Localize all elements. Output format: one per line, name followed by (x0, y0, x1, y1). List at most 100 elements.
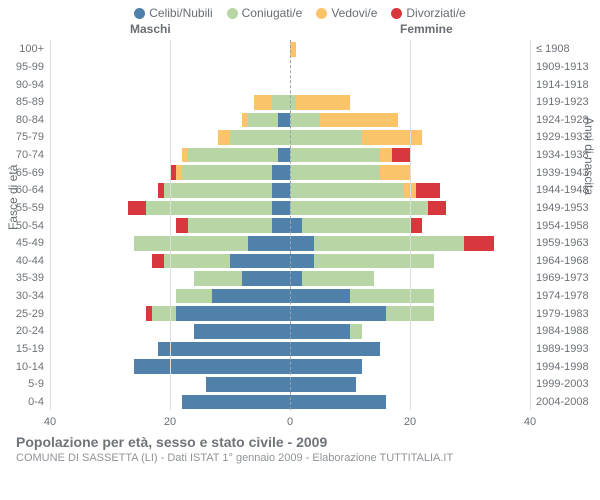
age-label: 35-39 (16, 272, 50, 284)
legend-label: Celibi/Nubili (149, 6, 212, 20)
bar-segment (290, 218, 302, 233)
birth-year-label: 1999-2003 (530, 378, 589, 390)
bar-segment (272, 165, 290, 180)
birth-year-label: 1969-1973 (530, 272, 589, 284)
legend-item: Coniugati/e (227, 6, 303, 20)
bar-segment (272, 201, 290, 216)
bar-segment (212, 289, 290, 304)
bar-segment (158, 342, 290, 357)
age-label: 55-59 (16, 202, 50, 214)
header-male: Maschi (130, 22, 171, 36)
bar-segment (410, 218, 422, 233)
age-label: 10-14 (16, 361, 50, 373)
birth-year-label: 1974-1978 (530, 290, 589, 302)
bar-segment (146, 201, 272, 216)
birth-year-label: 1924-1928 (530, 114, 589, 126)
bar-segment (182, 165, 272, 180)
bar-segment (248, 236, 290, 251)
birth-year-label: ≤ 1908 (530, 43, 570, 55)
bar-segment (272, 183, 290, 198)
bar-segment (296, 95, 350, 110)
bar-segment (182, 148, 188, 163)
birth-year-label: 1994-1998 (530, 361, 589, 373)
age-label: 5-9 (28, 378, 50, 390)
bar-segment (242, 113, 248, 128)
age-label: 85-89 (16, 96, 50, 108)
bar-segment (194, 271, 242, 286)
age-label: 25-29 (16, 308, 50, 320)
bar-segment (278, 148, 290, 163)
grid-line (530, 40, 531, 410)
bar-segment (416, 183, 440, 198)
age-label: 0-4 (28, 396, 50, 408)
age-label: 40-44 (16, 255, 50, 267)
birth-year-label: 1934-1938 (530, 149, 589, 161)
bar-segment (254, 95, 272, 110)
legend-swatch (227, 8, 238, 19)
bar-segment (134, 236, 248, 251)
x-tick-label: 20 (164, 416, 176, 428)
bar-segment (272, 95, 290, 110)
bar-segment (428, 201, 446, 216)
age-label: 80-84 (16, 114, 50, 126)
grid-line (410, 40, 411, 410)
legend-item: Vedovi/e (316, 6, 377, 20)
bar-segment (152, 306, 176, 321)
bar-segment (176, 306, 290, 321)
bar-segment (146, 306, 152, 321)
bar-segment (176, 289, 212, 304)
bar-segment (362, 130, 422, 145)
x-tick-label: 40 (44, 416, 56, 428)
bar-segment (176, 218, 188, 233)
bar-segment (128, 201, 146, 216)
bar-segment (314, 254, 434, 269)
bar-segment (302, 218, 410, 233)
birth-year-label: 2004-2008 (530, 396, 589, 408)
age-label: 90-94 (16, 79, 50, 91)
footer: Popolazione per età, sesso e stato civil… (0, 428, 600, 464)
bar-segment (158, 183, 164, 198)
bar-segment (290, 289, 350, 304)
bar-segment (278, 113, 290, 128)
bar-segment (290, 342, 380, 357)
bar-segment (164, 254, 230, 269)
bar-segment (290, 148, 380, 163)
birth-year-label: 1909-1913 (530, 61, 589, 73)
x-tick-label: 40 (524, 416, 536, 428)
bar-segment (290, 359, 362, 374)
bar-segment (380, 165, 410, 180)
bar-segment (272, 218, 290, 233)
bar-segment (290, 324, 350, 339)
bar-segment (152, 254, 164, 269)
age-label: 50-54 (16, 220, 50, 232)
bar-segment (290, 254, 314, 269)
birth-year-label: 1944-1948 (530, 184, 589, 196)
center-line (290, 40, 291, 410)
birth-year-label: 1949-1953 (530, 202, 589, 214)
bar-segment (380, 148, 392, 163)
legend-item: Celibi/Nubili (134, 6, 212, 20)
age-label: 45-49 (16, 237, 50, 249)
footer-title: Popolazione per età, sesso e stato civil… (16, 434, 600, 450)
bar-segment (290, 377, 356, 392)
bar-segment (248, 113, 278, 128)
bar-segment (218, 130, 230, 145)
bar-segment (290, 236, 314, 251)
grid-line (50, 40, 51, 410)
age-label: 30-34 (16, 290, 50, 302)
bar-segment (350, 289, 434, 304)
legend-swatch (316, 8, 327, 19)
age-label: 75-79 (16, 131, 50, 143)
birth-year-label: 1919-1923 (530, 96, 589, 108)
age-label: 70-74 (16, 149, 50, 161)
legend-swatch (134, 8, 145, 19)
bar-segment (206, 377, 290, 392)
bar-segment (464, 236, 494, 251)
legend-label: Divorziati/e (406, 6, 465, 20)
age-label: 15-19 (16, 343, 50, 355)
bar-segment (176, 165, 182, 180)
bar-segment (194, 324, 290, 339)
birth-year-label: 1914-1918 (530, 79, 589, 91)
age-label: 20-24 (16, 325, 50, 337)
bar-segment (302, 271, 374, 286)
